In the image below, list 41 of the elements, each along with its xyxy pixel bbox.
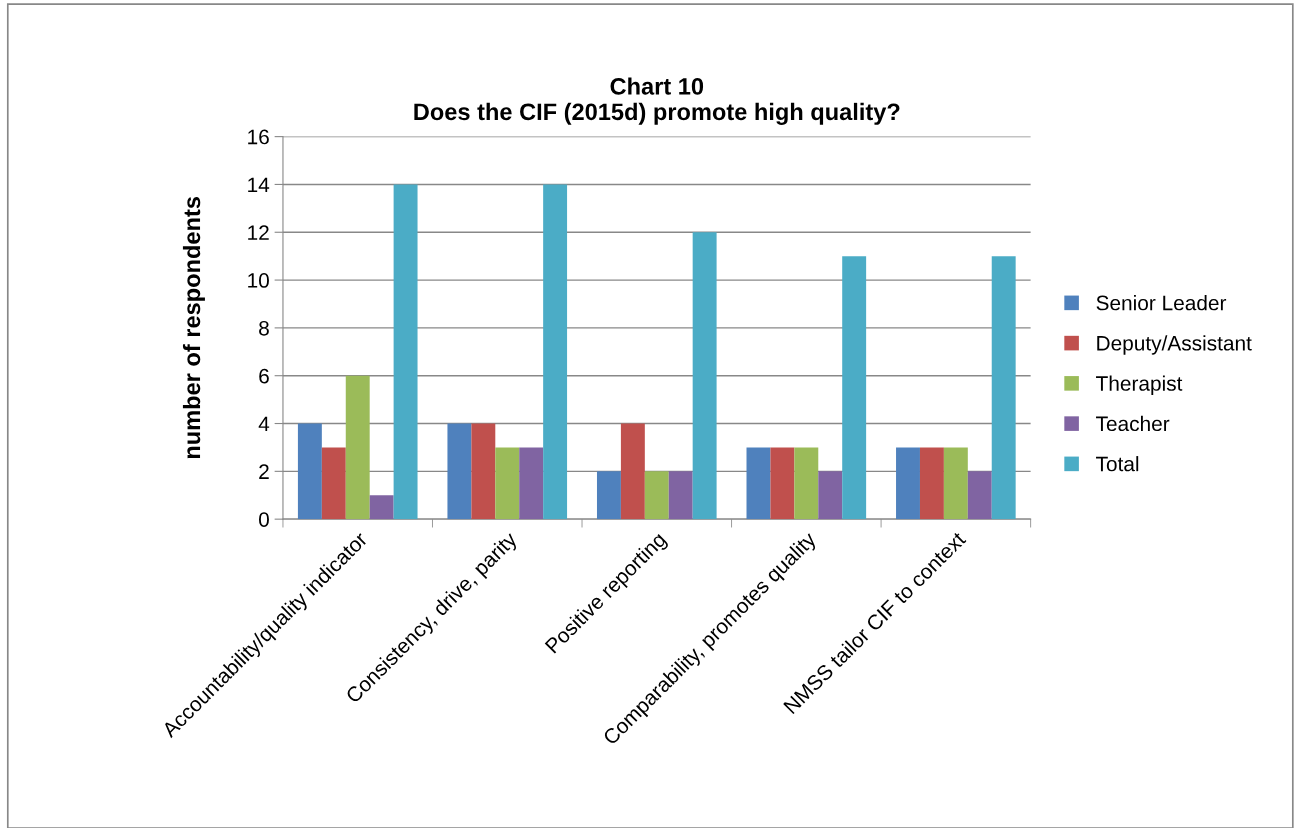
chart-title: Chart 10 Does the CIF (2015d) promote high quality? bbox=[414, 77, 900, 125]
bar bbox=[519, 447, 544, 520]
legend-label: Deputy/Assistant bbox=[1097, 335, 1252, 355]
y-tick-label: 16 bbox=[248, 129, 269, 145]
bar bbox=[991, 256, 1016, 520]
bar bbox=[393, 184, 418, 520]
bar bbox=[967, 471, 992, 520]
bar bbox=[644, 471, 669, 520]
bar bbox=[495, 447, 520, 520]
legend-label: Teacher bbox=[1096, 415, 1170, 432]
y-tick-label: 6 bbox=[259, 368, 269, 384]
bar bbox=[770, 447, 795, 520]
bar bbox=[447, 423, 472, 520]
bar bbox=[369, 495, 394, 520]
bar bbox=[596, 471, 621, 520]
y-tick-label: 8 bbox=[259, 320, 269, 336]
bar bbox=[943, 447, 968, 520]
y-tick-label: 2 bbox=[259, 464, 269, 479]
bar bbox=[297, 423, 322, 520]
bar bbox=[321, 447, 346, 520]
bar bbox=[919, 447, 944, 520]
bar bbox=[746, 447, 771, 520]
bar bbox=[896, 447, 920, 520]
bar bbox=[692, 232, 717, 520]
bar bbox=[818, 471, 843, 520]
bar bbox=[794, 447, 819, 520]
legend-label: Senior Leader bbox=[1096, 295, 1227, 311]
legend-label: Total bbox=[1096, 456, 1139, 472]
bar bbox=[345, 375, 370, 520]
bar bbox=[543, 184, 568, 520]
bar bbox=[471, 423, 496, 520]
legend-label: Therapist bbox=[1096, 375, 1183, 395]
y-tick-label: 10 bbox=[248, 273, 269, 288]
bar bbox=[620, 423, 645, 520]
bar bbox=[842, 256, 867, 520]
y-tick-label: 12 bbox=[248, 225, 269, 240]
y-tick-label: 4 bbox=[258, 416, 270, 432]
y-axis-title: number of respondents bbox=[182, 197, 205, 459]
bar bbox=[668, 471, 693, 520]
y-tick-label: 0 bbox=[259, 512, 269, 527]
y-tick-label: 14 bbox=[248, 177, 270, 192]
